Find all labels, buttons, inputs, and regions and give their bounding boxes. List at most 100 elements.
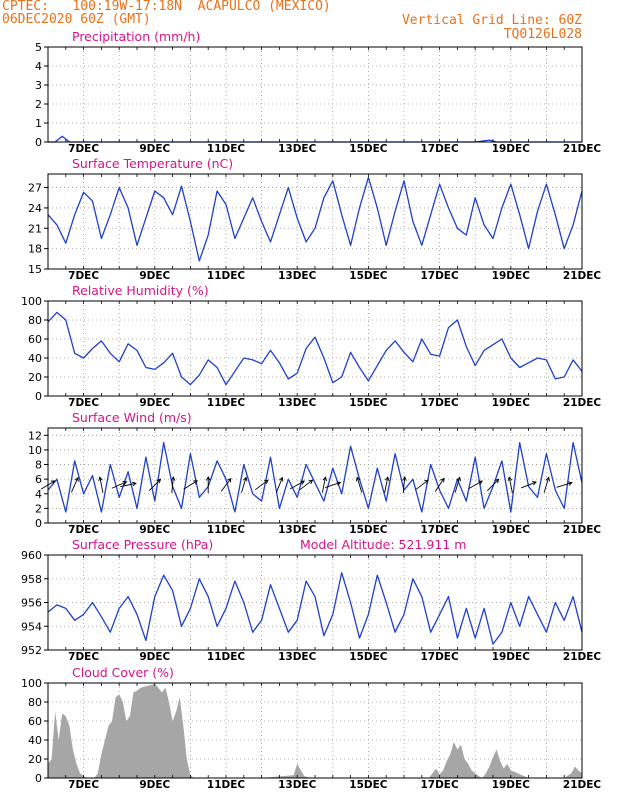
cloud-xtick-label: 13DEC <box>278 779 317 791</box>
cloud-ytick-label: 100 <box>21 677 42 690</box>
wind-arrow <box>321 477 326 493</box>
humidity-frame <box>47 300 583 397</box>
cloud-xtick-label: 7DEC <box>68 779 99 791</box>
wind-xtick-label: 19DEC <box>492 524 531 536</box>
humidity-ytick-label: 60 <box>28 333 42 346</box>
cloud-ytick-label: 80 <box>28 696 42 709</box>
temperature-title: Surface Temperature (nC) <box>72 156 233 171</box>
wind-arrow <box>148 479 161 491</box>
humidity-xtick-label: 15DEC <box>349 397 388 409</box>
humidity-ytick-label: 20 <box>28 371 42 384</box>
wind-arrowhead <box>424 479 429 485</box>
wind-title: Surface Wind (m/s) <box>72 410 192 425</box>
wind-arrowhead <box>279 476 284 482</box>
precip-xtick-label: 7DEC <box>68 143 99 155</box>
wind-xtick-label: 11DEC <box>207 524 246 536</box>
wind-arrowhead <box>170 476 176 481</box>
wind-arrowhead <box>494 478 500 484</box>
humidity-xtick-label: 17DEC <box>420 397 459 409</box>
precip-ytick-label: 4 <box>35 60 42 73</box>
cloud-xtick-label: 17DEC <box>420 779 459 791</box>
wind-arrow <box>521 481 537 489</box>
wind-xtick-label: 9DEC <box>139 524 170 536</box>
temperature-series-line <box>47 176 583 262</box>
temperature-ytick-label: 21 <box>28 222 42 235</box>
cloud-xtick-label: 19DEC <box>492 779 531 791</box>
pressure-ytick-label: 958 <box>21 573 42 586</box>
wind-ytick-label: 10 <box>28 444 42 457</box>
humidity-ytick-label: 100 <box>21 295 42 308</box>
wind-arrowhead <box>478 480 484 485</box>
wind-arrowhead <box>384 476 390 482</box>
humidity-ytick-label: 0 <box>35 390 42 403</box>
wind-arrowhead <box>242 476 248 482</box>
wind-arrowhead <box>456 476 461 482</box>
header-model-code: TQ0126L028 <box>503 27 582 42</box>
precip-xtick-label: 21DEC <box>563 143 602 155</box>
wind-arrow <box>220 478 232 492</box>
temperature-ytick-label: 18 <box>28 243 42 256</box>
precip-ytick-label: 2 <box>35 98 42 111</box>
wind-arrowhead <box>567 481 573 486</box>
wind-arrow <box>241 477 247 493</box>
pressure-annotation: Model Altitude: 521.911 m <box>300 537 466 552</box>
wind-arrowhead <box>322 476 328 482</box>
cloud-ytick-label: 60 <box>28 715 42 728</box>
wind-arrow <box>543 477 550 493</box>
pressure-title: Surface Pressure (hPa) <box>72 537 213 552</box>
precip-ytick-label: 1 <box>35 117 42 130</box>
wind-arrowhead <box>532 481 537 486</box>
wind-arrowhead <box>440 477 445 483</box>
wind-arrow <box>325 482 341 488</box>
temperature-xtick-label: 13DEC <box>278 270 317 282</box>
wind-arrow <box>171 476 174 494</box>
wind-xtick-label: 7DEC <box>68 524 99 536</box>
wind-xtick-label: 17DEC <box>420 524 459 536</box>
wind-arrow <box>120 482 137 488</box>
precip-xtick-label: 11DEC <box>207 143 246 155</box>
pressure-ytick-label: 956 <box>21 597 42 610</box>
precip-frame <box>47 46 583 143</box>
wind-ytick-label: 8 <box>35 459 42 472</box>
temperature-ytick-label: 27 <box>28 182 42 195</box>
wind-arrowhead <box>308 479 314 485</box>
wind-xtick-label: 21DEC <box>563 524 602 536</box>
humidity-xtick-label: 11DEC <box>207 397 246 409</box>
precip-xtick-label: 13DEC <box>278 143 317 155</box>
cloud-xtick-label: 15DEC <box>349 779 388 791</box>
pressure-xtick-label: 21DEC <box>563 651 602 663</box>
wind-arrowhead <box>300 480 306 485</box>
pressure-xtick-label: 19DEC <box>492 651 531 663</box>
precip-ytick-label: 0 <box>35 136 42 149</box>
precip-ytick-label: 5 <box>35 41 42 54</box>
wind-arrowhead <box>263 479 269 485</box>
cloud-ytick-label: 40 <box>28 734 42 747</box>
temperature-xtick-label: 15DEC <box>349 270 388 282</box>
header-vertical-grid: Vertical Grid Line: 60Z <box>401 13 582 28</box>
wind-arrow <box>415 479 429 491</box>
precip-title: Precipitation (mm/h) <box>72 29 200 44</box>
wind-arrow <box>508 477 513 493</box>
pressure-series-line <box>47 572 583 645</box>
temperature-xtick-label: 9DEC <box>139 270 170 282</box>
pressure-ytick-label: 954 <box>21 620 42 633</box>
wind-xtick-label: 15DEC <box>349 524 388 536</box>
cloud-xtick-label: 9DEC <box>139 779 170 791</box>
wind-arrowhead <box>74 476 79 482</box>
wind-arrowhead <box>355 476 361 482</box>
cloud-xtick-label: 21DEC <box>563 779 602 791</box>
cloud-title: Cloud Cover (%) <box>72 665 174 680</box>
wind-arrow <box>276 477 283 493</box>
wind-arrowhead <box>507 476 513 482</box>
wind-arrow <box>356 477 363 493</box>
pressure-xtick-label: 15DEC <box>349 651 388 663</box>
wind-ytick-label: 2 <box>35 502 42 515</box>
wind-arrow <box>71 477 79 493</box>
humidity-title: Relative Humidity (%) <box>72 283 209 298</box>
wind-ytick-label: 12 <box>28 429 42 442</box>
cloud-xtick-label: 11DEC <box>207 779 246 791</box>
wind-series-line <box>47 441 583 513</box>
cloud-cover-area <box>48 684 582 778</box>
pressure-ytick-label: 952 <box>21 644 42 657</box>
wind-arrowhead <box>545 476 550 482</box>
